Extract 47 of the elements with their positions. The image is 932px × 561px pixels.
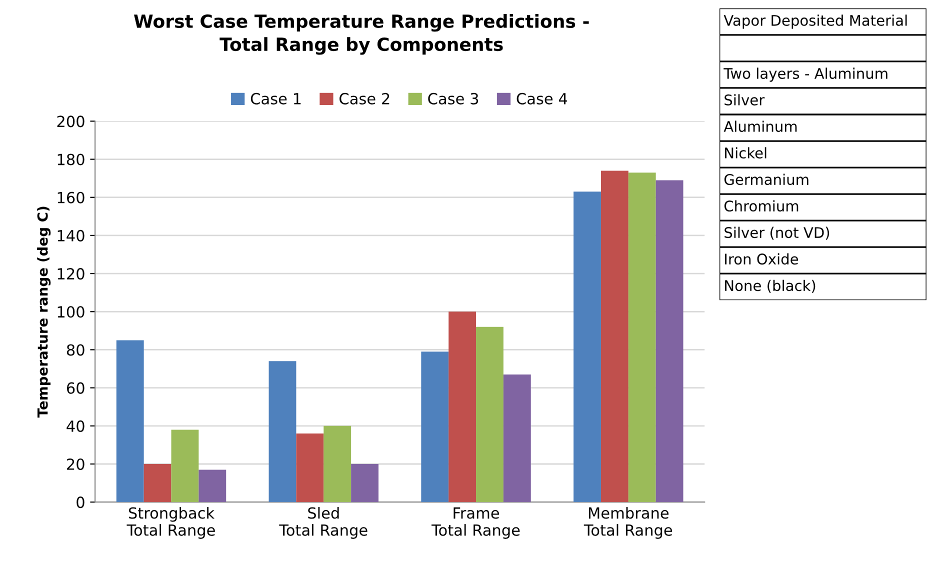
bar: [116, 340, 144, 502]
y-tick-label: 200: [57, 116, 84, 128]
y-tick-label: 100: [58, 306, 84, 318]
text: Germanium: [724, 174, 808, 186]
text: Two layers - Aluminum: [724, 68, 888, 82]
text: Aluminum: [724, 120, 797, 132]
y-tick-label: 180: [58, 154, 84, 166]
bar: [296, 434, 324, 502]
text: Iron Oxide: [725, 253, 798, 265]
y-axis-title: Temperature range (deg C): [37, 206, 51, 418]
x-tick-label: Membrane Total Range: [584, 506, 672, 539]
bar: [656, 180, 684, 502]
x-tick-label: Strongback Total Range: [126, 506, 215, 539]
text: Vapor Deposited Material: [724, 14, 907, 29]
text: Nickel: [725, 147, 766, 159]
legend-label: Case 3: [428, 92, 478, 104]
legend-label: Case 1: [250, 92, 301, 104]
y-tick-label: 20: [67, 458, 84, 470]
bar: [268, 361, 296, 502]
y-tick-label: 60: [66, 382, 84, 394]
y-tick-label: 120: [58, 268, 84, 280]
bar: [144, 464, 172, 502]
text: Chromium: [724, 200, 798, 212]
bar: [448, 312, 476, 502]
text: Silver: [724, 94, 765, 106]
bar: [476, 326, 504, 502]
text: None (black): [725, 280, 816, 293]
y-tick-label: 40: [66, 420, 84, 432]
x-tick-label: Frame Total Range: [432, 507, 520, 539]
text: Silver (not VD): [724, 226, 830, 240]
y-tick-label: 0: [76, 496, 84, 508]
y-tick-label: 160: [58, 192, 84, 204]
bar: [600, 170, 628, 502]
legend-label: Case 4: [516, 92, 568, 104]
bar: [628, 172, 656, 502]
bar: [324, 426, 352, 502]
bar: [574, 192, 601, 502]
bar: [198, 470, 226, 502]
y-tick-label: 80: [66, 344, 84, 356]
y-tick-label: 140: [58, 230, 84, 242]
bar: [503, 374, 531, 502]
bar: [351, 464, 378, 502]
legend-label: Case 2: [340, 92, 390, 104]
chart-title: Worst Case Temperature Range Predictions - Total Range by Components: [134, 14, 589, 55]
x-tick-label: Sled Total Range: [279, 506, 368, 539]
bar: [421, 352, 449, 502]
bar: [171, 430, 199, 502]
